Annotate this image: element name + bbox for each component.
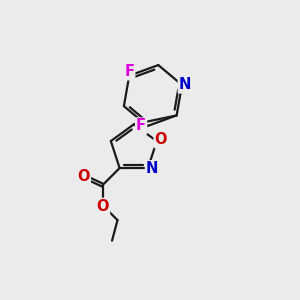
Text: F: F xyxy=(136,118,146,134)
Text: O: O xyxy=(97,199,109,214)
Text: F: F xyxy=(124,64,134,79)
Text: N: N xyxy=(146,161,158,176)
Text: N: N xyxy=(179,77,191,92)
Text: O: O xyxy=(154,132,167,147)
Text: O: O xyxy=(77,169,90,184)
